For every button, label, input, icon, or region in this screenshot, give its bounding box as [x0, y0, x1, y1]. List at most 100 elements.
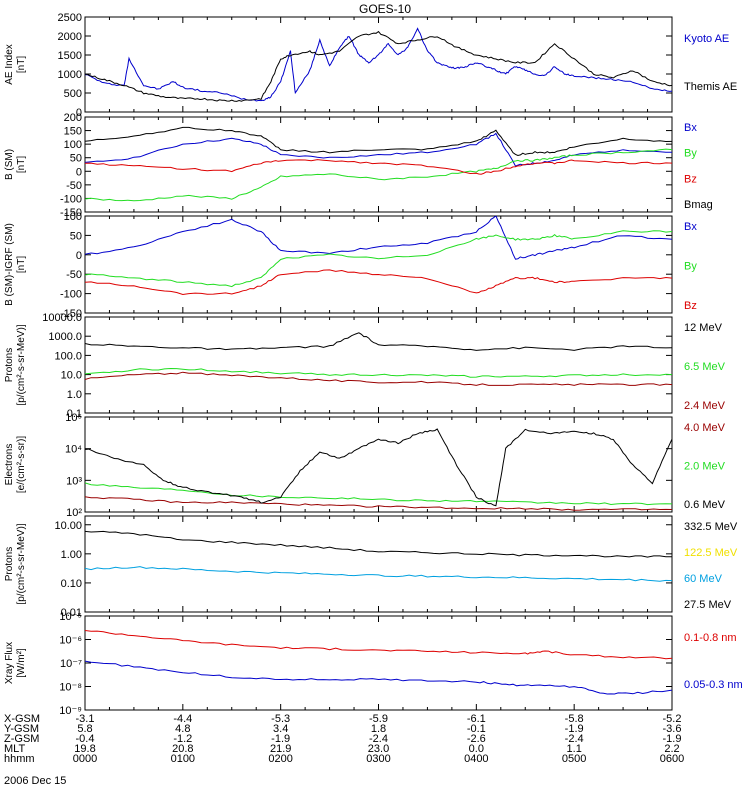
y-axis-label: AE Index: [4, 44, 15, 85]
x-axis-value: -5.9: [369, 713, 388, 725]
y-tick-label: 0.10: [61, 578, 82, 590]
y-tick-label: 10⁴: [65, 444, 82, 456]
legend-label: Bz: [684, 300, 697, 312]
series-line-ae-1: [85, 30, 672, 102]
series-line-bsm-3: [85, 126, 672, 157]
legend-label: Bmag: [684, 199, 713, 211]
legend-label: 27.5 MeV: [684, 599, 732, 611]
x-axis-value: 0000: [73, 753, 97, 765]
x-axis-value: -3.6: [663, 723, 682, 735]
y-axis-label: Protons: [4, 547, 15, 581]
y-tick-label: -50: [66, 180, 82, 192]
y-axis-label: B (SM)-IGRF (SM): [4, 223, 15, 306]
x-axis-value: 20.8: [172, 743, 193, 755]
y-tick-label: 2000: [58, 31, 82, 43]
x-axis-value: -5.8: [565, 713, 584, 725]
legend-label: 0.6 MeV: [684, 499, 726, 511]
y-tick-label: 10⁻⁶: [59, 635, 82, 647]
legend-label: Themis AE: [684, 81, 737, 93]
x-axis-value: 0.0: [469, 743, 484, 755]
series-line-electrons-2: [85, 428, 672, 507]
series-line-protons1-2: [85, 371, 672, 386]
panel-frame: [84, 215, 673, 314]
x-axis-value: 1.8: [371, 723, 386, 735]
x-axis-value: 19.8: [74, 743, 95, 755]
series-line-electrons-1: [85, 482, 672, 506]
x-axis-value: -0.1: [467, 723, 486, 735]
series-line-protons1-0: [85, 332, 672, 351]
panel-protons1: 0.1 1.0 10.0 100.0 1000.0 10000.0 Protons [p/(c…: [4, 312, 726, 420]
series-line-protons2-0: [85, 530, 672, 558]
series-line-protons1-1: [85, 367, 672, 378]
series-line-bigrf-2: [85, 269, 672, 296]
x-axis-value: -0.4: [76, 733, 95, 745]
x-axis-value: -1.9: [663, 733, 682, 745]
y-tick-label: 150: [64, 126, 82, 138]
x-axis-value: -6.1: [467, 713, 486, 725]
x-axis-row-label: Y-GSM: [4, 723, 39, 735]
y-tick-label: 10000.0: [42, 312, 82, 324]
panel-electrons: 10² 10³ 10⁴ 10⁵ Electrons [e/(cm²-s-sr)] 4.0 M…: [4, 412, 726, 519]
legend-label: 2.4 MeV: [684, 400, 726, 412]
x-axis-value: 4.8: [175, 723, 190, 735]
legend-label: 332.5 MeV: [684, 521, 738, 533]
x-axis-value: 0400: [464, 753, 488, 765]
legend-label: Bx: [684, 221, 697, 233]
date-label: 2006 Dec 15: [4, 775, 66, 787]
y-tick-label: 50: [70, 230, 82, 242]
x-axis-value: 0100: [171, 753, 195, 765]
y-axis-label: [nT]: [16, 256, 27, 273]
y-tick-label: 1500: [58, 50, 82, 62]
y-tick-label: 100: [64, 211, 82, 223]
y-axis-label: B (SM): [4, 149, 15, 180]
y-tick-label: 0: [76, 107, 82, 119]
plot-title: GOES-10: [359, 2, 411, 16]
x-axis-value: -2.6: [467, 733, 486, 745]
x-axis-value: 21.9: [270, 743, 291, 755]
y-tick-label: 1.0: [67, 389, 82, 401]
y-tick-label: 2500: [58, 12, 82, 24]
panel-ae: 0 500 1000 1500 2000 2500 AE Index [nT] Kyoto AE…: [4, 12, 737, 119]
y-tick-label: -100: [60, 193, 82, 205]
legend-label: By: [684, 148, 697, 160]
legend-label: 0.1-0.8 nm: [684, 632, 737, 644]
panel-protons2: 0.01 0.10 1.00 10.00 Protons [p/(cm²-s-sr-MeV…: [4, 515, 738, 619]
panel-bigrf: -150 -100 -50 0 50 100 B (SM)-IGRF (SM) [nT] Bx B…: [4, 211, 697, 320]
y-axis-label: [p/(cm²-s-sr-MeV)]: [16, 523, 27, 604]
legend-label: 12 MeV: [684, 322, 723, 334]
panel-frame: [84, 116, 673, 213]
y-tick-label: 50: [70, 153, 82, 165]
legend-label: Kyoto AE: [684, 33, 729, 45]
legend-label: 60 MeV: [684, 573, 723, 585]
x-axis-value: 2.2: [664, 743, 679, 755]
y-tick-label: 200: [64, 112, 82, 124]
x-axis-value: -4.4: [173, 713, 192, 725]
y-axis-label: Electrons: [4, 444, 15, 486]
legend-label: 122.5 MeV: [684, 547, 738, 559]
x-axis-value: -5.2: [663, 713, 682, 725]
y-tick-label: 0: [76, 166, 82, 178]
legend-label: Bz: [684, 173, 697, 185]
x-axis-value: 23.0: [368, 743, 389, 755]
y-tick-label: 0: [76, 250, 82, 262]
legend-label: Bx: [684, 122, 697, 134]
y-tick-label: 100.0: [54, 350, 82, 362]
x-axis-row-label: hhmm: [4, 753, 35, 765]
y-tick-label: 1.00: [61, 549, 82, 561]
panel-frame: [84, 515, 673, 613]
x-axis-table: X-GSM -3.1 -4.4 -5.3 -5.9 -6.1 -5.8 -5.2 Y-GSM 5.…: [4, 713, 684, 765]
y-tick-label: -100: [60, 289, 82, 301]
x-axis-value: 3.4: [273, 723, 288, 735]
series-line-bigrf-1: [85, 230, 672, 288]
y-axis-label: [nT]: [16, 56, 27, 73]
panel-xray: 10⁻⁹ 10⁻⁸ 10⁻⁷ 10⁻⁶ 10⁻⁵ Xray Flux [W/m²] 0.1-0…: [4, 611, 743, 717]
y-tick-label: 10³: [66, 475, 82, 487]
y-axis-label: Xray Flux: [4, 642, 15, 684]
y-tick-label: -150: [60, 308, 82, 320]
y-tick-label: 10⁵: [65, 412, 82, 424]
y-tick-label: 10.0: [61, 370, 82, 382]
legend-label: 2.0 MeV: [684, 461, 726, 473]
y-tick-label: 10⁻⁹: [59, 705, 82, 717]
